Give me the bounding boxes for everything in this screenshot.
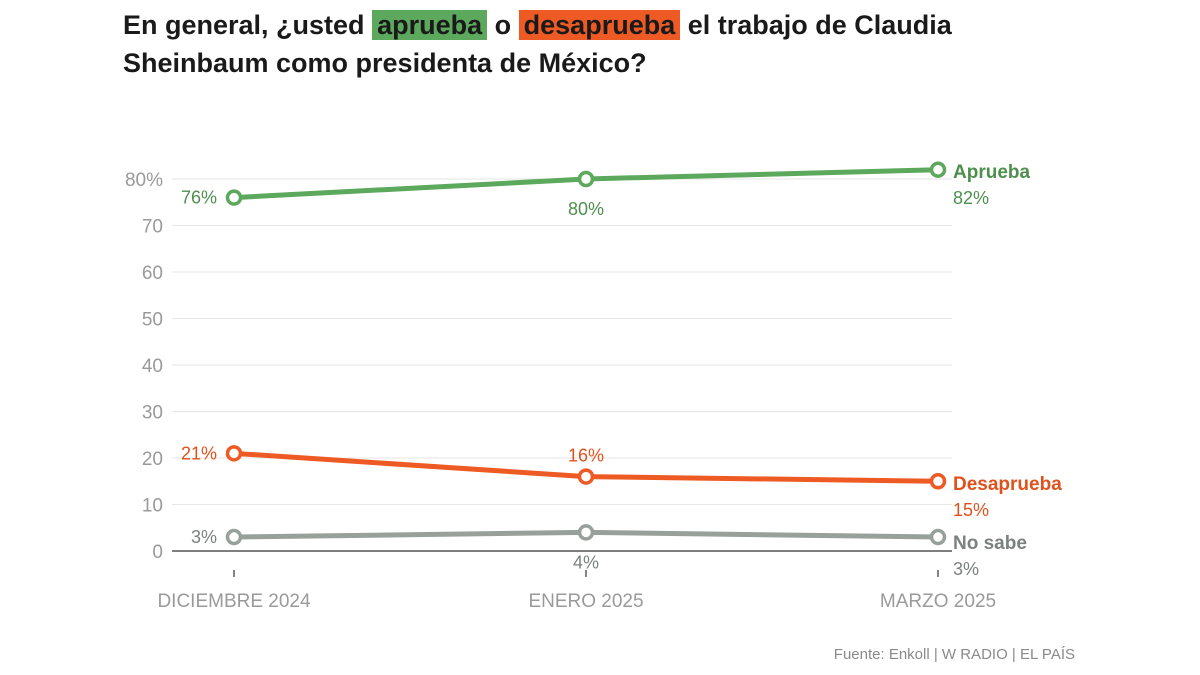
y-tick-label: 0	[152, 542, 163, 563]
data-label-no-sabe: 4%	[573, 552, 599, 572]
data-label-no-sabe: 3%	[953, 559, 979, 579]
data-point-no-sabe	[929, 528, 947, 546]
data-point-aprueba	[225, 189, 243, 206]
data-label-desaprueba: 21%	[181, 443, 217, 463]
y-tick-label: 80%	[125, 170, 163, 191]
title-part-1: En general, ¿usted	[123, 10, 365, 40]
data-point-no-sabe	[225, 528, 243, 546]
data-label-no-sabe: 3%	[191, 527, 217, 547]
data-point-no-sabe	[577, 524, 595, 541]
series-name-no-sabe: No sabe	[953, 533, 1027, 554]
series-name-desaprueba: Desaprueba	[953, 474, 1062, 495]
y-tick-label: 10	[142, 496, 163, 517]
data-label-aprueba: 80%	[568, 199, 604, 219]
x-tick-label: ENERO 2025	[528, 591, 643, 612]
title-highlight-aprueba: aprueba	[372, 10, 488, 40]
data-point-desaprueba	[225, 445, 243, 462]
x-tick-label: MARZO 2025	[880, 591, 996, 612]
y-tick-label: 50	[142, 310, 163, 331]
y-tick-label: 20	[142, 449, 163, 470]
data-label-desaprueba: 16%	[568, 446, 604, 466]
y-tick-label: 70	[142, 217, 163, 238]
data-point-aprueba	[929, 161, 947, 178]
title-part-2: o	[494, 10, 512, 40]
title-highlight-desaprueba: desaprueba	[518, 10, 681, 40]
data-label-aprueba: 76%	[181, 188, 217, 208]
source-note: Fuente: Enkoll | W RADIO | EL PAÍS	[833, 646, 1075, 663]
data-label-aprueba: 82%	[953, 188, 989, 208]
title-part-3: el trabajo de Claudia Sheinbaum como pre…	[123, 10, 952, 78]
data-point-aprueba	[577, 170, 595, 188]
data-point-desaprueba	[929, 473, 947, 490]
series-name-aprueba: Aprueba	[953, 162, 1031, 183]
x-tick-label: DICIEMBRE 2024	[157, 591, 311, 612]
y-tick-label: 60	[142, 263, 163, 284]
data-label-desaprueba: 15%	[953, 500, 989, 520]
y-tick-label: 40	[142, 356, 163, 377]
y-tick-label: 30	[142, 403, 163, 424]
data-point-desaprueba	[577, 468, 595, 485]
chart-title: En general, ¿usted aprueba o desaprueba …	[123, 6, 1083, 82]
